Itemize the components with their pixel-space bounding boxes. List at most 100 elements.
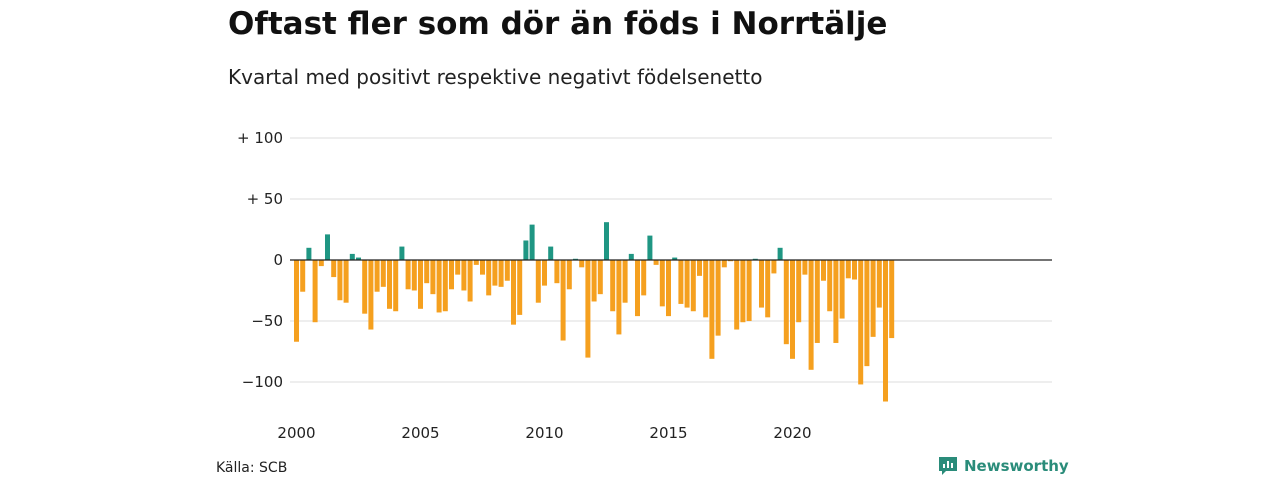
bar-negative — [504, 260, 510, 281]
bar-negative — [616, 260, 622, 335]
bar-negative — [591, 260, 597, 302]
bar-negative — [690, 260, 696, 312]
bar-negative — [318, 260, 324, 267]
bar-negative — [876, 260, 882, 308]
bar-negative — [312, 260, 318, 323]
bar-positive — [628, 253, 634, 260]
y-tick-label: + 100 — [237, 129, 283, 147]
bar-negative — [343, 260, 349, 303]
source-note: Källa: SCB — [216, 460, 288, 476]
bar-positive — [672, 257, 678, 260]
bar-negative — [300, 260, 306, 292]
bar-negative — [517, 260, 523, 315]
bar-negative — [411, 260, 417, 291]
gridlines — [290, 137, 1052, 383]
bar-positive — [548, 246, 554, 260]
bar-negative — [387, 260, 392, 309]
bar-negative — [492, 260, 498, 286]
bar-negative — [405, 260, 411, 290]
bar-negative — [728, 260, 733, 262]
bar-negative — [418, 260, 423, 309]
bar-negative — [697, 260, 702, 276]
newsworthy-logo-icon — [939, 457, 957, 475]
bar-negative — [858, 260, 864, 385]
y-tick-label: 0 — [273, 251, 283, 269]
bar-negative — [864, 260, 870, 367]
bar-positive — [604, 222, 609, 260]
bar-negative — [455, 260, 461, 275]
bar-positive — [529, 224, 535, 260]
bar-negative — [852, 260, 857, 280]
chart-title: Oftast fler som dör än föds i Norrtälje — [228, 6, 888, 42]
bar-negative — [362, 260, 368, 314]
bar-negative — [380, 260, 386, 287]
bar-negative — [746, 260, 752, 321]
bar-negative — [771, 260, 777, 274]
bar-negative — [579, 260, 585, 268]
y-tick-label: + 50 — [247, 190, 283, 208]
x-tick-label: 2015 — [649, 424, 687, 442]
bar-negative — [461, 260, 467, 291]
bar-negative — [486, 260, 492, 296]
bar-negative — [473, 260, 479, 265]
bar-negative — [542, 260, 547, 286]
bar-negative — [585, 260, 591, 358]
bar-negative — [498, 260, 504, 287]
bar-negative — [331, 260, 337, 278]
bar-negative — [845, 260, 851, 279]
bar-negative — [393, 260, 399, 312]
bar-negative — [666, 260, 671, 317]
bar-negative — [566, 260, 572, 290]
bar-negative — [740, 260, 746, 323]
bar-negative — [442, 260, 448, 312]
bar-negative — [294, 260, 299, 342]
bar-negative — [622, 260, 628, 303]
bar-positive — [647, 235, 653, 260]
bar-positive — [752, 258, 758, 260]
y-axis-labels: + 100 + 50 0 −50 −100 — [237, 129, 283, 391]
bar-negative — [734, 260, 740, 330]
bar-negative — [703, 260, 709, 318]
bar-negative — [467, 260, 473, 302]
bar-positive — [573, 258, 578, 260]
bar-negative — [430, 260, 436, 295]
bar-negative — [709, 260, 715, 359]
bar-negative — [597, 260, 603, 295]
y-tick-label: −100 — [242, 373, 283, 391]
x-tick-label: 2020 — [773, 424, 811, 442]
bar-negative — [424, 260, 430, 284]
bar-negative — [374, 260, 380, 292]
bar-negative — [765, 260, 771, 318]
x-tick-label: 2000 — [277, 424, 315, 442]
bar-positive — [523, 240, 529, 260]
bar-negative — [560, 260, 566, 341]
bar-negative — [653, 260, 659, 265]
bar-negative — [337, 260, 343, 301]
x-tick-label: 2005 — [401, 424, 439, 442]
bar-negative — [870, 260, 876, 337]
x-tick-label: 2010 — [525, 424, 563, 442]
bar-negative — [368, 260, 374, 330]
x-axis-labels: 2000 2005 2010 2015 2020 — [277, 424, 811, 442]
chart-subtitle: Kvartal med positivt respektive negativt… — [228, 65, 763, 89]
bar-negative — [449, 260, 454, 290]
bar-positive — [349, 253, 355, 260]
bar-negative — [678, 260, 684, 304]
bar-negative — [554, 260, 560, 284]
brand-name: Newsworthy — [964, 457, 1069, 475]
bar-positive — [777, 247, 783, 260]
bar-negative — [721, 260, 727, 268]
bar-negative — [889, 260, 895, 339]
bar-negative — [635, 260, 640, 317]
bar-positive — [306, 247, 312, 260]
bar-negative — [684, 260, 690, 308]
bar-negative — [480, 260, 485, 275]
bar-negative — [436, 260, 442, 313]
brand-logo[interactable]: Newsworthy — [938, 456, 1069, 476]
bar-negative — [808, 260, 814, 370]
bar-positive — [356, 257, 361, 260]
bar-negative — [814, 260, 820, 343]
bar-negative — [783, 260, 789, 345]
bar-negative — [535, 260, 541, 303]
